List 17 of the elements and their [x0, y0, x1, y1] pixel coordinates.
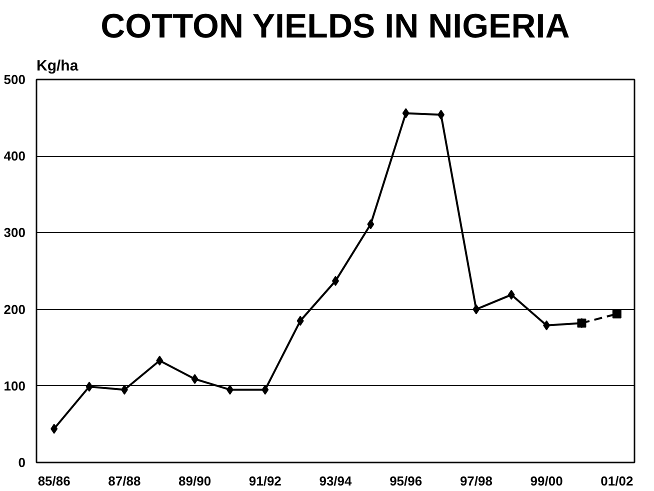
y-axis-title: Kg/ha [36, 58, 79, 74]
y-tick-label: 100 [4, 378, 26, 394]
x-tick-label: 99/00 [530, 474, 563, 488]
x-tick-label: 93/94 [319, 474, 353, 488]
x-tick-label: 89/90 [178, 474, 212, 488]
y-tick-label: 0 [18, 455, 26, 470]
y-tick-label: 200 [4, 302, 26, 317]
x-tick-label: 97/98 [460, 474, 492, 488]
y-tick-label: 400 [4, 148, 26, 164]
x-tick-label: 85/86 [38, 474, 70, 488]
y-tick-label: 300 [4, 225, 26, 240]
y-tick-label: 500 [4, 72, 26, 87]
x-tick-label: 91/92 [248, 474, 282, 488]
x-tick-label: 87/88 [108, 474, 141, 488]
x-tick-label: 95/96 [390, 474, 422, 488]
x-tick-label: 01/02 [600, 474, 634, 488]
chart-title: COTTON YIELDS IN NIGERIA [100, 8, 570, 46]
